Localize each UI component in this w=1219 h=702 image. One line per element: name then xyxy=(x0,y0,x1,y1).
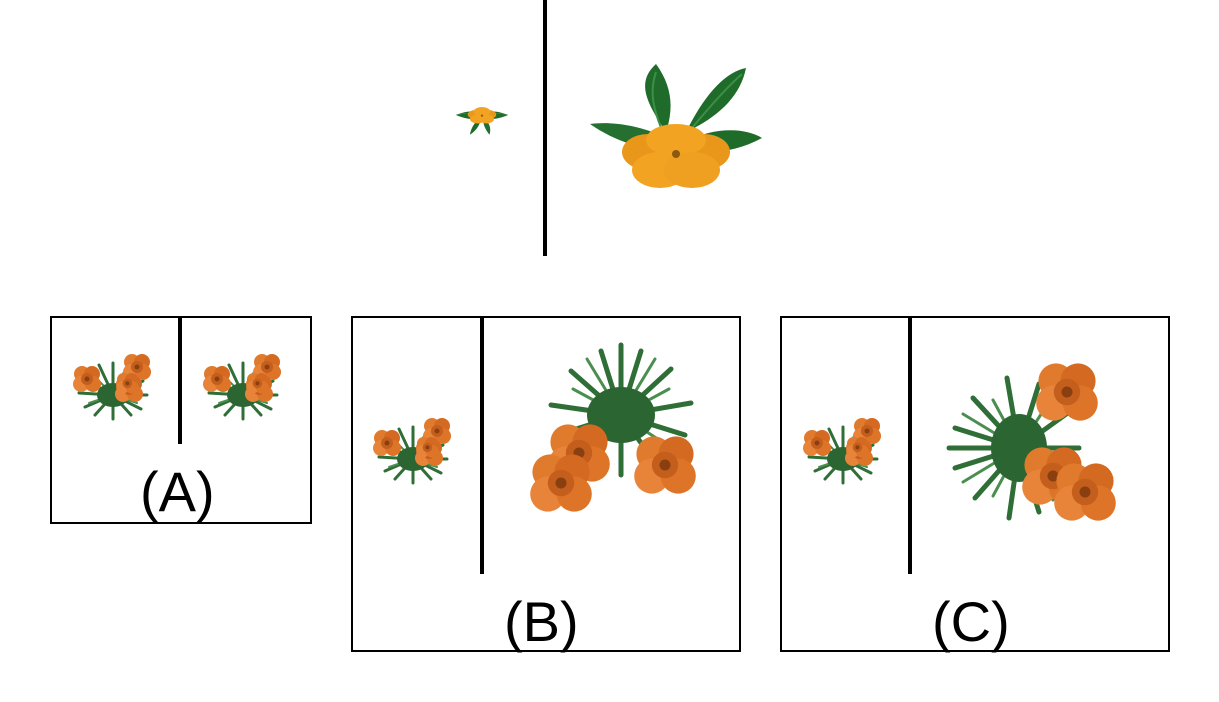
small-flower-icon xyxy=(455,106,509,136)
option-c-label: (C) xyxy=(932,590,1010,653)
option-b-right-plant xyxy=(530,348,696,512)
option-a-right-plant xyxy=(198,350,288,430)
option-a-label: (A) xyxy=(140,460,215,523)
option-b-divider xyxy=(480,318,484,574)
example-large-flower xyxy=(590,64,762,188)
small-plant-icon xyxy=(73,354,151,419)
large-flower-icon xyxy=(590,64,762,188)
option-a-divider xyxy=(178,318,182,444)
option-c-right-plant xyxy=(942,363,1116,521)
option-c-divider xyxy=(908,318,912,574)
small-plant-icon xyxy=(203,354,281,419)
option-b-label: (B) xyxy=(504,590,579,653)
option-c-left-plant xyxy=(798,414,888,494)
option-b-left-plant xyxy=(368,414,458,494)
large-plant-rotated-icon xyxy=(949,363,1116,521)
option-a-left-plant xyxy=(68,350,158,430)
small-plant-icon xyxy=(803,418,881,483)
example-divider xyxy=(543,0,547,256)
large-plant-icon xyxy=(530,345,696,512)
example-small-flower xyxy=(455,106,509,136)
small-plant-icon xyxy=(373,418,451,483)
